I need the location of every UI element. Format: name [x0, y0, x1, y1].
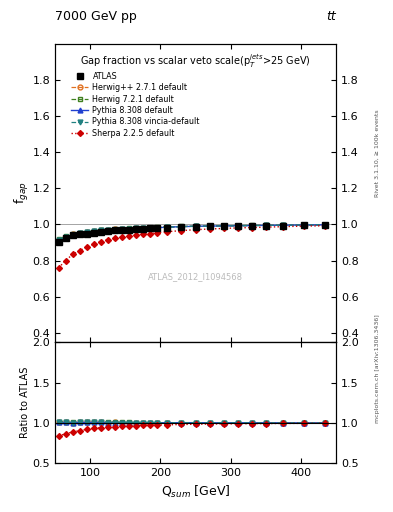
Text: tt: tt	[326, 10, 336, 23]
Text: Rivet 3.1.10, ≥ 100k events: Rivet 3.1.10, ≥ 100k events	[375, 110, 380, 198]
Y-axis label: f$_{gap}$: f$_{gap}$	[13, 181, 31, 204]
Text: mcplots.cern.ch [arXiv:1306.3436]: mcplots.cern.ch [arXiv:1306.3436]	[375, 314, 380, 423]
Text: Gap fraction vs scalar veto scale(p$_T^{jets}$>25 GeV): Gap fraction vs scalar veto scale(p$_T^{…	[80, 52, 311, 70]
X-axis label: Q$_{sum}$ [GeV]: Q$_{sum}$ [GeV]	[161, 484, 230, 500]
Y-axis label: Ratio to ATLAS: Ratio to ATLAS	[20, 367, 29, 438]
Text: 7000 GeV pp: 7000 GeV pp	[55, 10, 137, 23]
Text: ATLAS_2012_I1094568: ATLAS_2012_I1094568	[148, 272, 243, 281]
Legend: ATLAS, Herwig++ 2.7.1 default, Herwig 7.2.1 default, Pythia 8.308 default, Pythi: ATLAS, Herwig++ 2.7.1 default, Herwig 7.…	[68, 69, 203, 141]
